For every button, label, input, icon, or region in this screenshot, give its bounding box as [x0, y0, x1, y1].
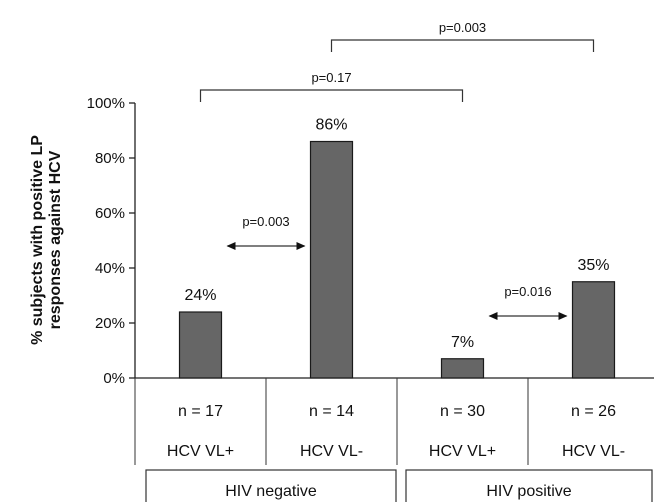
y-axis-label-line-2: responses against HCV — [47, 150, 64, 329]
data-label: 86% — [315, 117, 347, 134]
group-box — [145, 469, 397, 502]
group-box — [405, 469, 653, 502]
y-axis-label-line-1: % subjects with positive LP — [29, 135, 46, 345]
y-tick-label: 60% — [95, 205, 125, 222]
y-axis-ticks: 0% 20% 40% 60% 80% 100% — [87, 95, 135, 387]
group-label: HIV positive — [486, 483, 571, 500]
data-label: 7% — [451, 334, 474, 351]
bars — [178, 140, 616, 379]
data-labels: 24% 86% 7% 35% — [184, 117, 609, 351]
category-label: HCV VL- — [300, 443, 363, 460]
count-label: n = 30 — [440, 403, 485, 420]
bar — [178, 311, 223, 379]
category-label: HCV VL+ — [167, 443, 234, 460]
p-value-label: p=0.016 — [504, 284, 551, 299]
bar — [571, 281, 616, 379]
count-label: n = 17 — [178, 403, 223, 420]
y-tick-label: 100% — [87, 95, 125, 112]
group-label: HIV negative — [225, 483, 317, 500]
p-value-label: p=0.17 — [311, 70, 351, 85]
p-value-label: p=0.003 — [242, 214, 289, 229]
p-value-label: p=0.003 — [439, 20, 486, 35]
comparison-bracket — [199, 89, 464, 102]
bar — [309, 140, 354, 379]
count-label: n = 14 — [309, 403, 354, 420]
y-tick-label: 0% — [103, 370, 125, 387]
comparison-bracket — [330, 39, 595, 52]
significance-annotations: p=0.003 p=0.016 p=0.17 p=0.003 — [199, 20, 595, 320]
y-tick-label: 80% — [95, 150, 125, 167]
category-label: HCV VL- — [562, 443, 625, 460]
data-label: 24% — [184, 287, 216, 304]
category-table: n = 17 n = 14 n = 30 n = 26 HCV VL+ HCV VL- HC… — [134, 378, 653, 502]
count-label: n = 26 — [571, 403, 616, 420]
y-tick-label: 40% — [95, 260, 125, 277]
data-label: 35% — [577, 257, 609, 274]
bar — [440, 358, 485, 379]
category-label: HCV VL+ — [429, 443, 496, 460]
y-tick-label: 20% — [95, 315, 125, 332]
